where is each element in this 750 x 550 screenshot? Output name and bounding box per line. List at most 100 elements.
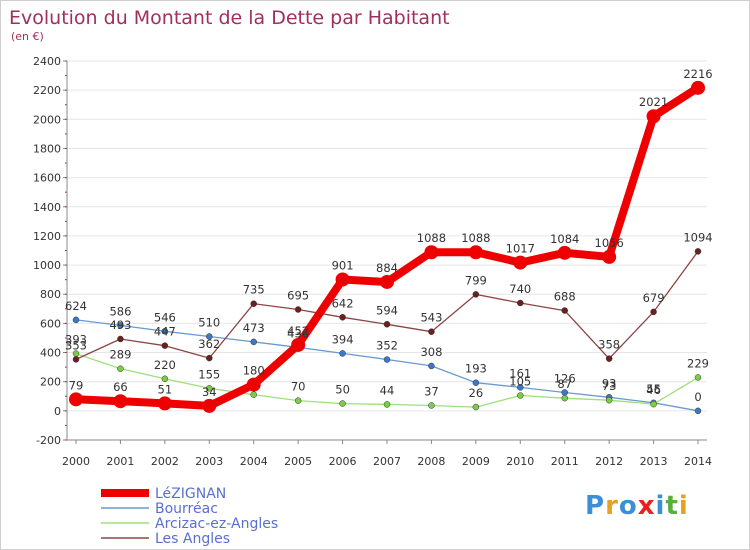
data-label: 624 (65, 299, 87, 313)
x-tick-label: 2012 (595, 455, 623, 468)
x-tick-label: 2011 (551, 455, 579, 468)
data-label: 695 (287, 289, 309, 303)
data-point (468, 245, 483, 260)
data-point (380, 274, 394, 289)
data-point (206, 354, 213, 362)
data-point (517, 299, 524, 307)
y-tick-label: 200 (40, 376, 61, 389)
data-point (383, 356, 391, 363)
legend-label: Arcizac-ez-Angles (155, 516, 278, 532)
data-label: 55 (646, 382, 661, 396)
data-label: 884 (376, 261, 398, 275)
data-point (517, 384, 524, 391)
data-label: 352 (376, 339, 398, 353)
logo-letter: t (665, 491, 679, 521)
data-label: 362 (198, 337, 220, 351)
data-label: 126 (554, 371, 576, 385)
y-tick-label: 2200 (33, 84, 61, 97)
data-label: 1017 (506, 242, 535, 256)
data-label: 2021 (639, 95, 668, 109)
data-point (602, 249, 617, 264)
data-point (472, 403, 480, 411)
data-point (383, 321, 391, 328)
data-label: 70 (291, 380, 306, 394)
legend-label: Les Angles (155, 531, 230, 547)
data-point (246, 377, 261, 392)
data-point (605, 355, 613, 362)
data-label: 46 (646, 383, 661, 397)
data-label: 394 (332, 332, 354, 346)
data-label: 93 (602, 376, 617, 390)
data-label: 594 (376, 303, 398, 317)
data-point (383, 401, 391, 408)
data-point (250, 338, 257, 346)
y-tick-label: -200 (36, 434, 61, 447)
data-point (157, 396, 172, 411)
data-label: 901 (332, 259, 354, 273)
data-label: 289 (109, 348, 131, 362)
data-point (694, 407, 702, 415)
data-point (117, 335, 124, 343)
x-tick-label: 2002 (151, 455, 179, 468)
data-point (335, 272, 350, 287)
data-point (694, 374, 702, 381)
data-point (691, 80, 705, 95)
data-label: 546 (154, 310, 176, 324)
data-label: 447 (154, 325, 176, 339)
y-tick-label: 1600 (33, 172, 61, 185)
data-label: 510 (198, 316, 220, 330)
data-point (161, 342, 169, 349)
logo-letter: o (618, 491, 638, 521)
x-tick-label: 2004 (240, 455, 268, 468)
y-tick-label: 1800 (33, 142, 61, 155)
x-tick-label: 2000 (62, 455, 90, 468)
data-label: 220 (154, 358, 176, 372)
data-label: 1088 (461, 231, 490, 245)
y-tick-label: 1200 (33, 230, 61, 243)
data-label: 193 (465, 362, 487, 376)
y-tick-label: 1400 (33, 201, 61, 214)
data-label: 586 (109, 304, 131, 318)
data-label: 358 (598, 338, 620, 352)
data-point (294, 397, 302, 404)
data-point (72, 356, 80, 363)
data-label: 1094 (683, 230, 712, 244)
data-point (69, 392, 83, 407)
data-point (428, 402, 435, 409)
data-point (202, 398, 217, 413)
x-tick-label: 2005 (284, 455, 312, 468)
legend-label: Bourréac (155, 501, 218, 517)
chart-title: Evolution du Montant de la Dette par Hab… (9, 7, 450, 29)
data-label: 0 (694, 390, 701, 404)
data-point (339, 314, 346, 321)
data-label: 1088 (417, 231, 446, 245)
x-tick-label: 2003 (195, 455, 223, 468)
data-label: 436 (287, 326, 309, 340)
data-point (424, 245, 439, 260)
data-point (117, 365, 124, 372)
data-point (161, 328, 169, 335)
logo-letter: i (678, 491, 689, 521)
data-point (650, 400, 657, 408)
data-label: 44 (380, 383, 395, 397)
data-label: 161 (509, 366, 531, 380)
data-point (513, 255, 528, 270)
data-point (646, 109, 661, 124)
x-tick-label: 2013 (640, 455, 668, 468)
data-point (428, 328, 435, 335)
data-label: 79 (69, 378, 84, 392)
logo-letter: x (637, 491, 656, 521)
y-tick-label: 1000 (33, 259, 61, 272)
data-point (206, 385, 213, 392)
data-label: 50 (335, 383, 350, 397)
data-point (694, 248, 702, 255)
data-point (557, 245, 572, 260)
data-point (650, 308, 657, 316)
data-label: 34 (202, 385, 217, 399)
data-label: 180 (243, 364, 265, 378)
data-point (561, 307, 568, 314)
data-label: 740 (509, 282, 531, 296)
y-tick-label: 0 (54, 405, 61, 418)
unit-label: (en €) (11, 30, 44, 43)
